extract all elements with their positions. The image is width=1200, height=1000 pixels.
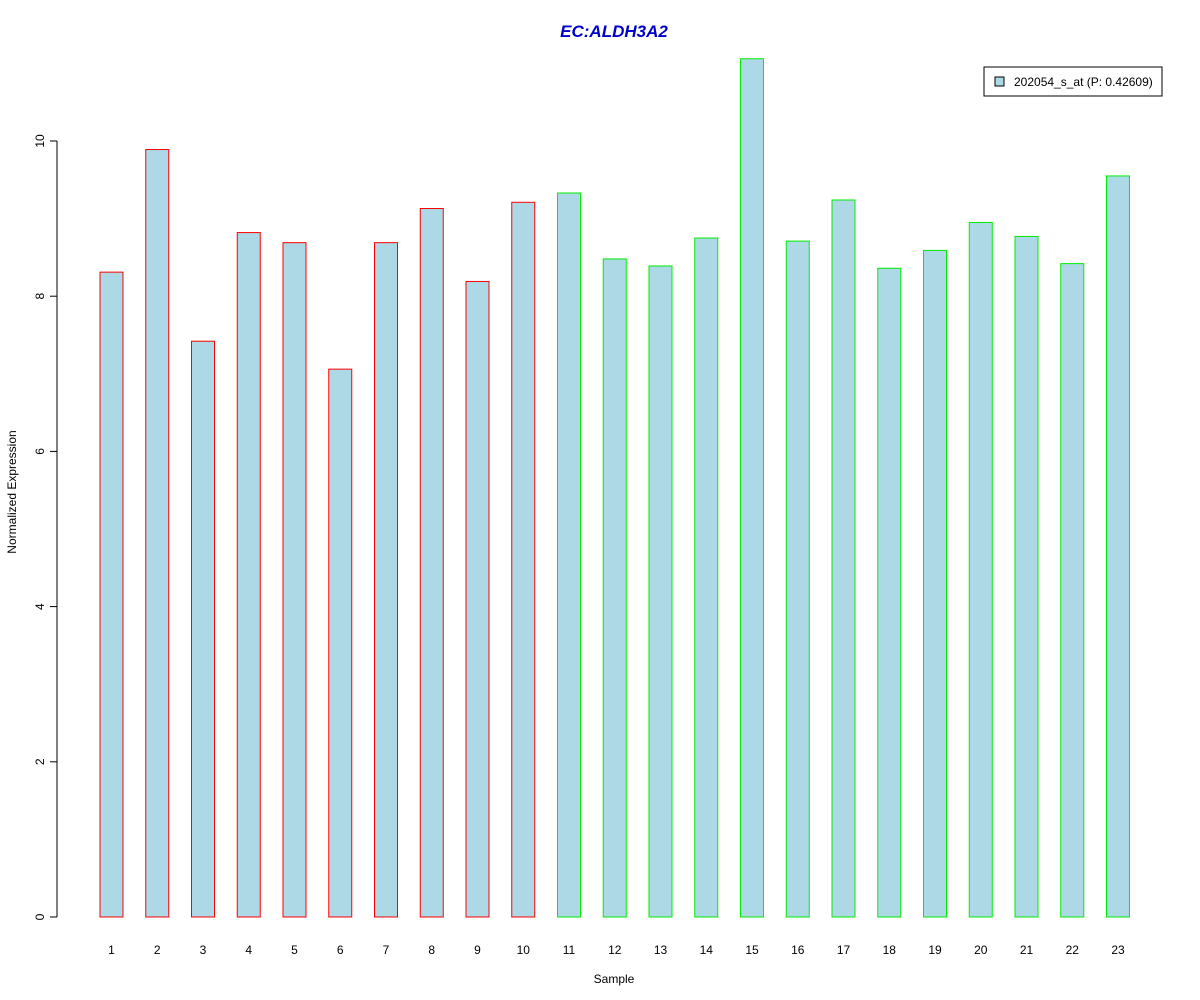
x-tick-label: 13 bbox=[654, 943, 668, 957]
legend-label: 202054_s_at (P: 0.42609) bbox=[1014, 75, 1153, 89]
y-tick-label: 10 bbox=[33, 134, 47, 148]
bar-sample-8 bbox=[419, 208, 444, 918]
x-tick-label: 16 bbox=[791, 943, 805, 957]
bar-sample-7 bbox=[374, 242, 398, 918]
x-tick-label: 22 bbox=[1066, 943, 1080, 957]
bar-sample-4 bbox=[236, 232, 261, 918]
bar-sample-13 bbox=[648, 265, 673, 918]
x-tick-label: 11 bbox=[563, 943, 576, 957]
y-tick-label: 2 bbox=[33, 758, 47, 765]
y-tick-label: 8 bbox=[33, 293, 47, 300]
bar-sample-1 bbox=[99, 271, 124, 918]
x-tick-label: 21 bbox=[1020, 943, 1034, 957]
bar-sample-21 bbox=[1014, 235, 1039, 918]
x-tick-label: 8 bbox=[428, 943, 435, 957]
y-tick-label: 4 bbox=[33, 603, 47, 610]
x-tick-label: 19 bbox=[928, 943, 942, 957]
y-axis: 0 2 4 6 8 10 bbox=[33, 134, 58, 920]
bar-sample-6 bbox=[328, 368, 353, 918]
x-tick-label: 4 bbox=[245, 943, 252, 957]
bar-sample-23 bbox=[1106, 175, 1130, 918]
x-tick-label: 23 bbox=[1111, 943, 1125, 957]
y-tick-label: 6 bbox=[33, 448, 47, 455]
bar-sample-14 bbox=[694, 237, 719, 918]
bar-sample-10 bbox=[511, 201, 536, 918]
y-axis-title: Normalized Expression bbox=[5, 430, 19, 553]
legend: 202054_s_at (P: 0.42609) bbox=[983, 66, 1163, 97]
bar-sample-12 bbox=[602, 258, 627, 918]
bar-sample-2 bbox=[145, 149, 170, 918]
x-tick-label: 10 bbox=[517, 943, 531, 957]
bar-sample-11 bbox=[557, 192, 581, 918]
x-tick-label: 15 bbox=[745, 943, 759, 957]
legend-box bbox=[983, 66, 1163, 97]
x-tick-label: 12 bbox=[608, 943, 622, 957]
bars-group bbox=[99, 58, 1130, 918]
x-tick-label: 18 bbox=[883, 943, 897, 957]
bar-sample-3 bbox=[191, 340, 215, 918]
x-tick-label: 17 bbox=[837, 943, 851, 957]
bar-sample-22 bbox=[1060, 263, 1085, 918]
chart-title: EC:ALDH3A2 bbox=[560, 22, 668, 41]
bar-sample-15 bbox=[740, 58, 764, 918]
legend-swatch bbox=[994, 76, 1005, 87]
y-tick-label: 0 bbox=[33, 913, 47, 920]
x-tick-label: 20 bbox=[974, 943, 988, 957]
x-tick-label: 2 bbox=[154, 943, 161, 957]
x-tick-label: 5 bbox=[291, 943, 298, 957]
x-axis-labels: 1 2 3 4 5 6 7 8 9 10 11 12 13 14 15 16 17 18 19 20 21 22 23 bbox=[108, 943, 1125, 957]
bar-sample-16 bbox=[785, 240, 810, 918]
bar-sample-17 bbox=[831, 199, 856, 918]
x-tick-label: 6 bbox=[337, 943, 344, 957]
bar-sample-19 bbox=[923, 249, 947, 918]
x-tick-label: 7 bbox=[383, 943, 390, 957]
x-tick-label: 9 bbox=[474, 943, 481, 957]
x-tick-label: 3 bbox=[200, 943, 207, 957]
bar-sample-5 bbox=[282, 242, 307, 918]
bar-sample-20 bbox=[968, 221, 993, 918]
bar-sample-18 bbox=[877, 267, 902, 918]
x-tick-label: 1 bbox=[108, 943, 115, 957]
x-axis-title: Sample bbox=[594, 972, 635, 986]
bar-sample-9 bbox=[465, 280, 490, 918]
x-tick-label: 14 bbox=[700, 943, 714, 957]
